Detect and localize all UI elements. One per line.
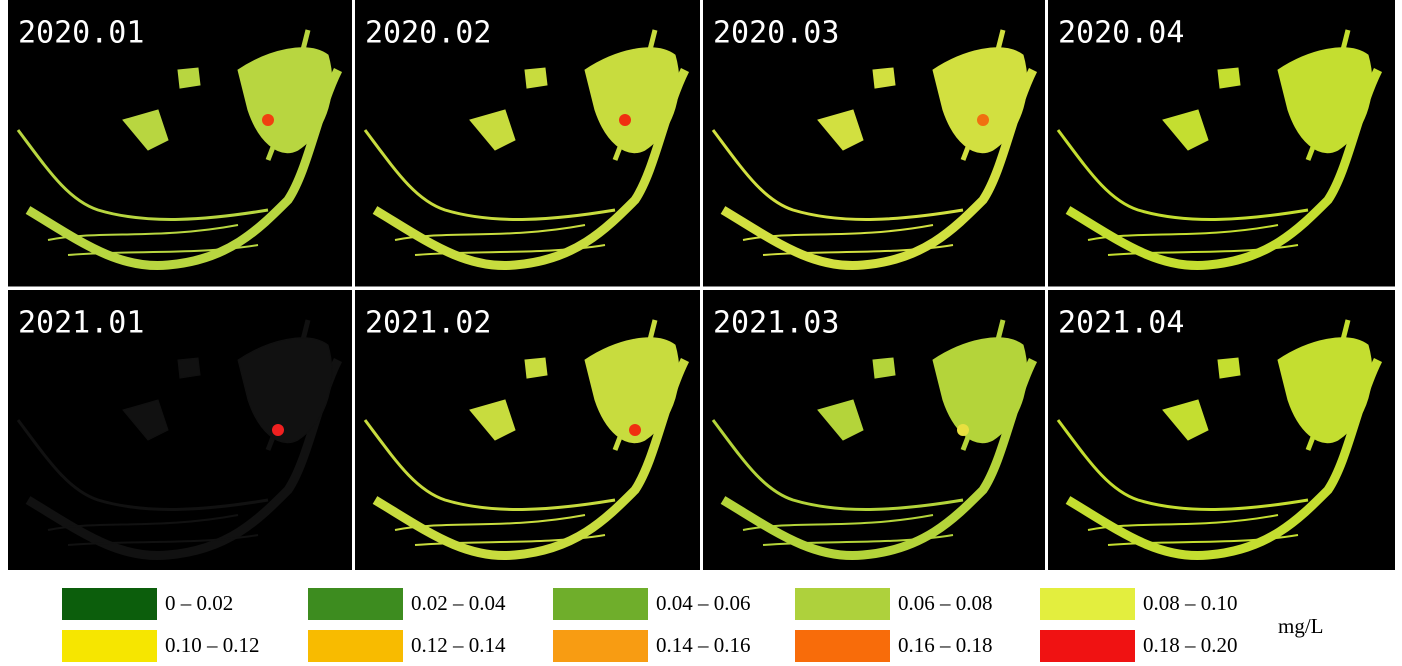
legend-label: 0.14 – 0.16 (656, 633, 751, 657)
legend-swatch (1040, 630, 1135, 662)
legend-swatch (308, 588, 403, 620)
legend-swatch (1040, 588, 1135, 620)
panel-label: 2021.01 (18, 306, 144, 341)
legend-label: 0.08 – 0.10 (1143, 591, 1238, 615)
hotspot (977, 114, 989, 126)
legend-swatch (62, 588, 157, 620)
hotspot (1312, 424, 1324, 436)
map-panels: 2020.01 2020.02 2020.03 2020.04 2021.01 2021.… (8, 0, 1395, 570)
legend-swatch (308, 630, 403, 662)
legend-unit: mg/L (1278, 614, 1324, 638)
panel-label: 2020.02 (365, 16, 491, 51)
legend-swatch (795, 588, 890, 620)
legend-label: 0 – 0.02 (165, 591, 233, 615)
hotspot (1302, 114, 1314, 126)
legend-label: 0.12 – 0.14 (411, 633, 506, 657)
legend-label: 0.04 – 0.06 (656, 591, 751, 615)
panel-label: 2020.04 (1058, 16, 1184, 51)
legend-label: 0.06 – 0.08 (898, 591, 993, 615)
legend-swatch (62, 630, 157, 662)
hotspot (262, 114, 274, 126)
legend-label: 0.02 – 0.04 (411, 591, 506, 615)
panel-label: 2021.03 (713, 306, 839, 341)
hotspot (619, 114, 631, 126)
legend-swatch (553, 588, 648, 620)
legend-label: 0.18 – 0.20 (1143, 633, 1238, 657)
legend-swatch (795, 630, 890, 662)
panel-label: 2020.01 (18, 16, 144, 51)
hotspot (272, 424, 284, 436)
hotspot (957, 424, 969, 436)
legend-label: 0.10 – 0.12 (165, 633, 260, 657)
panel-label: 2020.03 (713, 16, 839, 51)
legend-swatch (553, 630, 648, 662)
hotspot (629, 424, 641, 436)
panel-label: 2021.02 (365, 306, 491, 341)
figure: 2020.01 2020.02 2020.03 2020.04 2021.01 2021.… (0, 0, 1402, 666)
legend: mg/L 0 – 0.02 0.02 – 0.04 0.04 – 0.06 0.06 … (62, 588, 1324, 662)
legend-label: 0.16 – 0.18 (898, 633, 993, 657)
panel-label: 2021.04 (1058, 306, 1184, 341)
